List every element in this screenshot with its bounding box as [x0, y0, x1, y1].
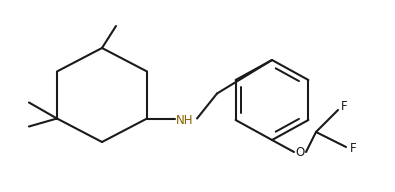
Text: NH: NH	[176, 114, 194, 127]
Text: O: O	[295, 146, 305, 159]
Text: F: F	[340, 100, 347, 113]
Text: F: F	[350, 142, 356, 156]
